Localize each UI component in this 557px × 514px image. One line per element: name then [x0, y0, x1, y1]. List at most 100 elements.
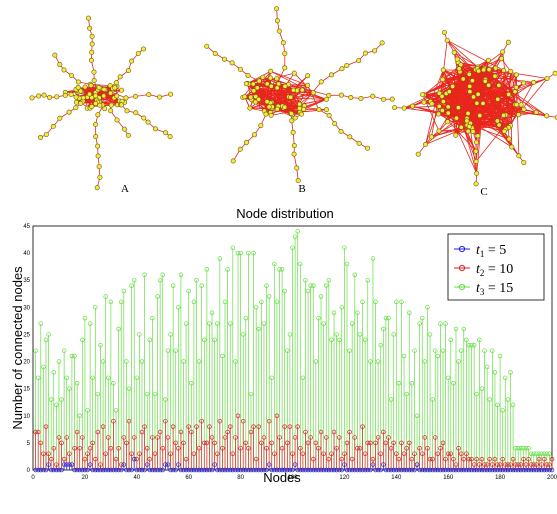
marker-t2-135	[381, 429, 386, 435]
marker-t2-194	[534, 462, 539, 467]
marker-t1-79	[235, 467, 241, 473]
marker-t1-47	[152, 467, 158, 473]
marker-t2-169	[469, 456, 474, 462]
marker-t1-75	[225, 467, 230, 473]
marker-t3-55	[173, 348, 178, 353]
marker-t3-124	[352, 272, 358, 278]
marker-t1-48	[155, 467, 160, 473]
marker-t3-72	[217, 256, 223, 261]
marker-t3-91	[266, 294, 272, 299]
marker-t3-152	[425, 305, 430, 310]
marker-t1-68	[207, 467, 212, 473]
marker-t2-2	[35, 429, 41, 435]
marker-t1-199	[547, 467, 552, 473]
marker-t3-109	[313, 359, 319, 364]
x-axis-label: Nodes	[263, 470, 301, 485]
marker-t2-12	[61, 456, 67, 462]
marker-t2-29	[106, 435, 111, 440]
marker-t1-95	[277, 467, 282, 473]
legend-label-t2: t2 = 10	[476, 262, 513, 278]
marker-t2-168	[466, 456, 472, 462]
x-tick-200: 200	[547, 475, 557, 481]
marker-t2-170	[471, 462, 477, 467]
marker-t3-50	[160, 272, 166, 278]
marker-t3-120	[342, 245, 347, 250]
marker-t3-137	[386, 315, 391, 321]
marker-t3-169	[469, 343, 474, 348]
marker-t2-171	[474, 456, 479, 462]
marker-t2-51	[163, 418, 168, 424]
marker-t1-147	[412, 467, 417, 473]
marker-t2-47	[152, 451, 158, 456]
marker-t2-175	[484, 462, 490, 467]
marker-t3-54	[170, 283, 176, 288]
marker-t3-183	[505, 397, 511, 402]
marker-t2-8	[51, 446, 57, 451]
y-tick-40: 40	[23, 251, 30, 257]
marker-t2-43	[142, 424, 147, 429]
marker-t3-166	[461, 326, 467, 332]
marker-t1-73	[220, 467, 225, 473]
marker-t1-49	[157, 467, 163, 473]
marker-t3-74	[222, 299, 228, 305]
marker-t3-173	[479, 386, 485, 391]
marker-t3-190	[523, 446, 529, 451]
marker-t1-50	[160, 467, 166, 473]
marker-t3-15	[69, 353, 75, 359]
marker-t2-177	[490, 462, 495, 467]
marker-t3-148	[414, 413, 420, 419]
marker-t2-107	[308, 435, 313, 440]
marker-t1-35	[121, 462, 127, 467]
marker-t1-176	[487, 467, 492, 473]
marker-t2-190	[523, 462, 529, 467]
marker-t3-56	[176, 305, 181, 310]
graph-panel-b	[204, 6, 395, 184]
marker-t1-86	[253, 467, 259, 473]
marker-t1-103	[298, 467, 303, 473]
marker-t3-62	[191, 299, 197, 305]
marker-t1-114	[326, 467, 332, 473]
marker-t2-140	[394, 451, 399, 456]
marker-t2-94	[274, 413, 280, 419]
marker-t3-32	[113, 408, 119, 413]
marker-t2-61	[189, 429, 194, 435]
marker-t2-76	[227, 424, 233, 429]
marker-t3-70	[212, 337, 217, 343]
marker-t1-28	[103, 467, 108, 473]
legend-marker-t2	[458, 264, 466, 272]
marker-t2-123	[349, 456, 355, 462]
marker-t3-111	[318, 294, 324, 299]
marker-t1-84	[248, 467, 254, 473]
marker-t1-27	[100, 467, 106, 473]
marker-t2-101	[292, 435, 298, 440]
marker-t1-188	[518, 467, 524, 473]
marker-t3-174	[482, 348, 487, 353]
marker-t3-3	[38, 321, 44, 326]
marker-t3-159	[443, 321, 448, 326]
marker-t1-145	[407, 467, 412, 473]
marker-t2-78	[233, 435, 238, 440]
marker-t3-144	[404, 391, 409, 397]
marker-t2-34	[118, 462, 124, 467]
marker-t1-124	[352, 467, 358, 473]
marker-t1-69	[209, 467, 215, 473]
marker-t3-64	[196, 359, 202, 364]
marker-t3-96	[279, 267, 285, 272]
marker-t3-150	[420, 315, 425, 321]
marker-t3-5	[43, 337, 49, 343]
marker-t2-182	[503, 462, 508, 467]
marker-t3-128	[362, 337, 368, 343]
marker-t3-116	[331, 310, 337, 316]
marker-t1-156	[435, 467, 441, 473]
marker-t2-57	[178, 429, 184, 435]
marker-t2-141	[396, 456, 402, 462]
marker-t1-178	[492, 467, 498, 473]
marker-t1-142	[399, 467, 404, 473]
marker-t2-88	[259, 440, 264, 446]
marker-t1-137	[386, 467, 391, 473]
marker-t3-82	[243, 315, 249, 321]
marker-t2-157	[438, 446, 443, 451]
marker-t3-158	[440, 348, 446, 353]
marker-t3-177	[490, 348, 495, 353]
marker-t2-25	[95, 429, 101, 435]
